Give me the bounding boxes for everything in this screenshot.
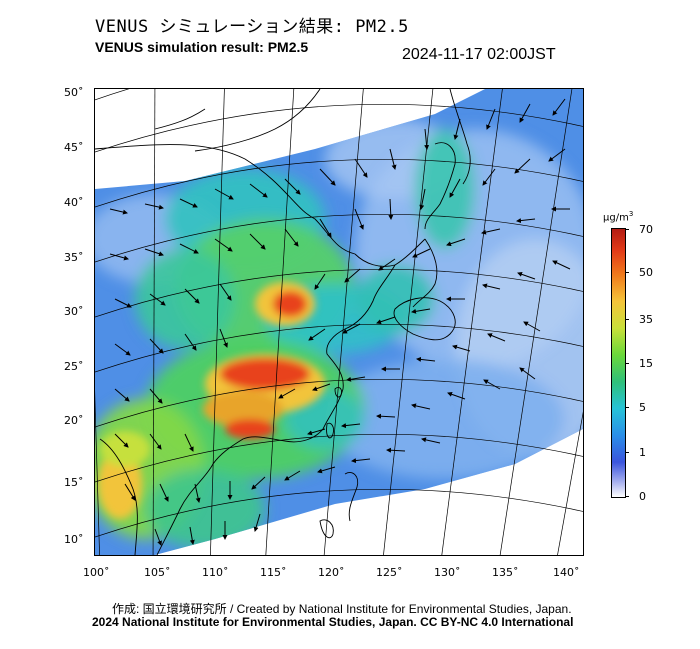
colorbar-tick bbox=[625, 407, 629, 408]
coastlines bbox=[95, 89, 471, 555]
lon-label-110: 110˚ bbox=[202, 566, 229, 579]
lat-label-25: 25˚ bbox=[64, 360, 84, 373]
lat-label-45: 45˚ bbox=[64, 141, 84, 154]
lat-label-35: 35˚ bbox=[64, 251, 84, 264]
lon-label-125: 125˚ bbox=[376, 566, 403, 579]
title-japanese: VENUS シミュレーション結果: PM2.5 bbox=[95, 17, 409, 37]
colorbar-tick bbox=[625, 319, 629, 320]
forecast-timestamp: 2024-11-17 02:00JST bbox=[402, 46, 556, 63]
lat-label-20: 20˚ bbox=[64, 414, 84, 427]
lon-label-105: 105˚ bbox=[144, 566, 171, 579]
lat-label-15: 15˚ bbox=[64, 476, 84, 489]
lon-label-140: 140˚ bbox=[553, 566, 580, 579]
colorbar-tick bbox=[625, 272, 629, 273]
graticule bbox=[95, 89, 583, 555]
lon-label-135: 135˚ bbox=[492, 566, 519, 579]
colorbar-tick bbox=[625, 229, 629, 230]
colorbar-label-15: 15 bbox=[639, 357, 653, 370]
colorbar-tick bbox=[625, 452, 629, 453]
pm25-map bbox=[94, 88, 584, 556]
colorbar-label-1: 1 bbox=[639, 446, 646, 459]
lat-label-10: 10˚ bbox=[64, 533, 84, 546]
colorbar-label-35: 35 bbox=[639, 313, 653, 326]
map-canvas bbox=[95, 89, 583, 555]
colorbar-label-5: 5 bbox=[639, 401, 646, 414]
colorbar-tick bbox=[625, 363, 629, 364]
credit-line: 作成: 国立環境研究所 / Created by National Instit… bbox=[112, 602, 572, 616]
lon-label-130: 130˚ bbox=[434, 566, 461, 579]
title-english: VENUS simulation result: PM2.5 bbox=[95, 39, 309, 55]
colorbar-label-70: 70 bbox=[639, 223, 653, 236]
colorbar-gradient bbox=[611, 228, 626, 498]
concentration-field bbox=[95, 89, 583, 555]
lon-label-120: 120˚ bbox=[318, 566, 345, 579]
copyright-line: 2024 National Institute for Environmenta… bbox=[92, 615, 574, 629]
lat-label-30: 30˚ bbox=[64, 305, 84, 318]
colorbar-unit: μg/m3 bbox=[603, 210, 634, 224]
lat-label-50: 50˚ bbox=[64, 86, 84, 99]
wind-vectors bbox=[109, 98, 571, 546]
colorbar-label-0: 0 bbox=[639, 490, 646, 503]
colorbar-label-50: 50 bbox=[639, 266, 653, 279]
lon-label-100: 100˚ bbox=[83, 566, 110, 579]
lat-label-40: 40˚ bbox=[64, 196, 84, 209]
lon-label-115: 115˚ bbox=[260, 566, 287, 579]
colorbar-tick bbox=[625, 496, 629, 497]
